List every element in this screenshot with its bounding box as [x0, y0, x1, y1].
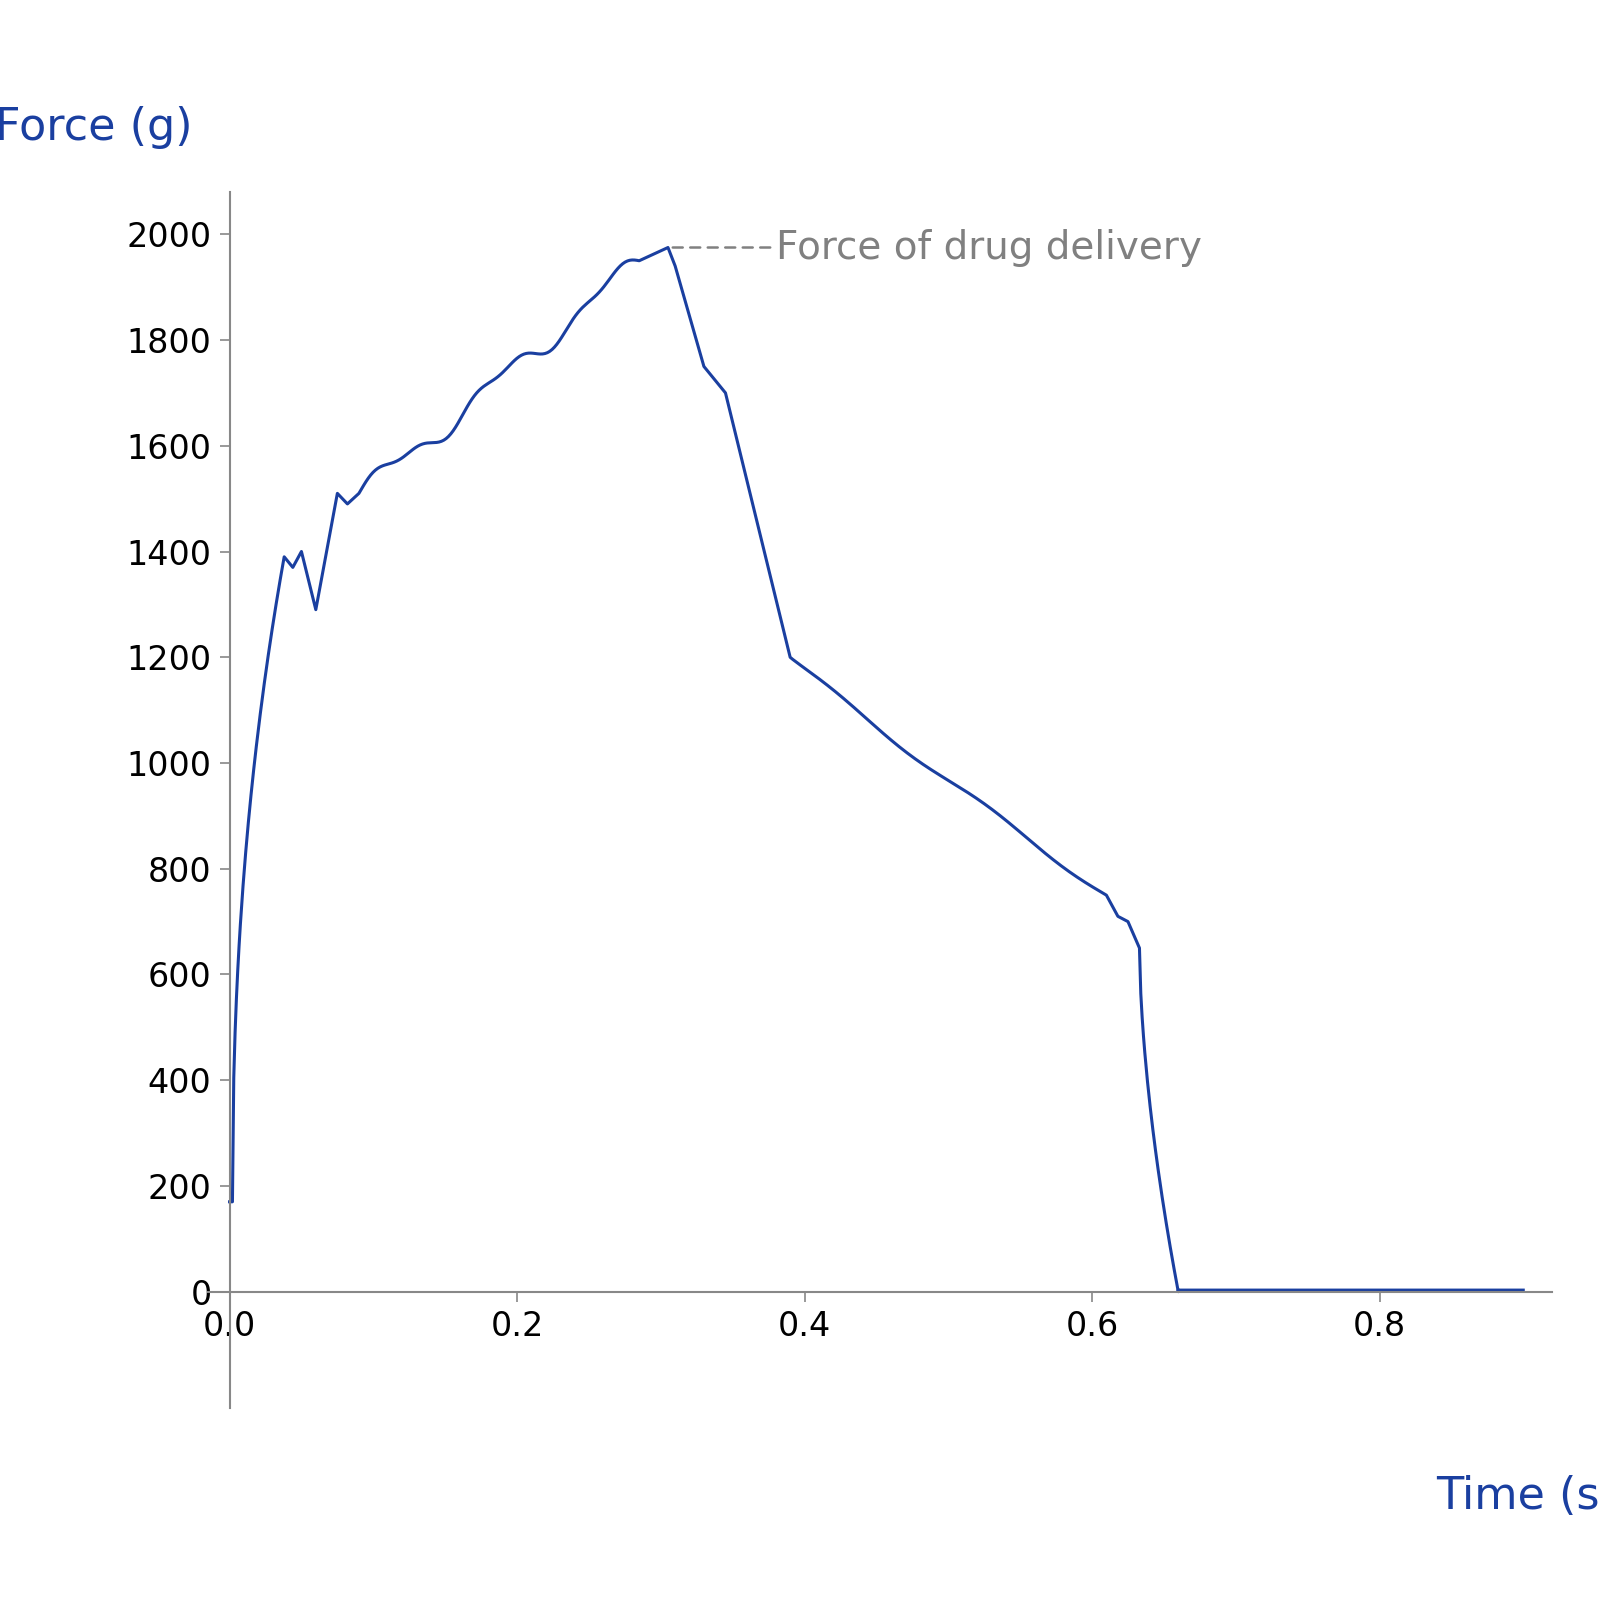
Y-axis label: Force (g): Force (g): [0, 107, 192, 149]
Text: Force of drug delivery: Force of drug delivery: [670, 229, 1202, 267]
X-axis label: Time (sec): Time (sec): [1435, 1475, 1600, 1518]
